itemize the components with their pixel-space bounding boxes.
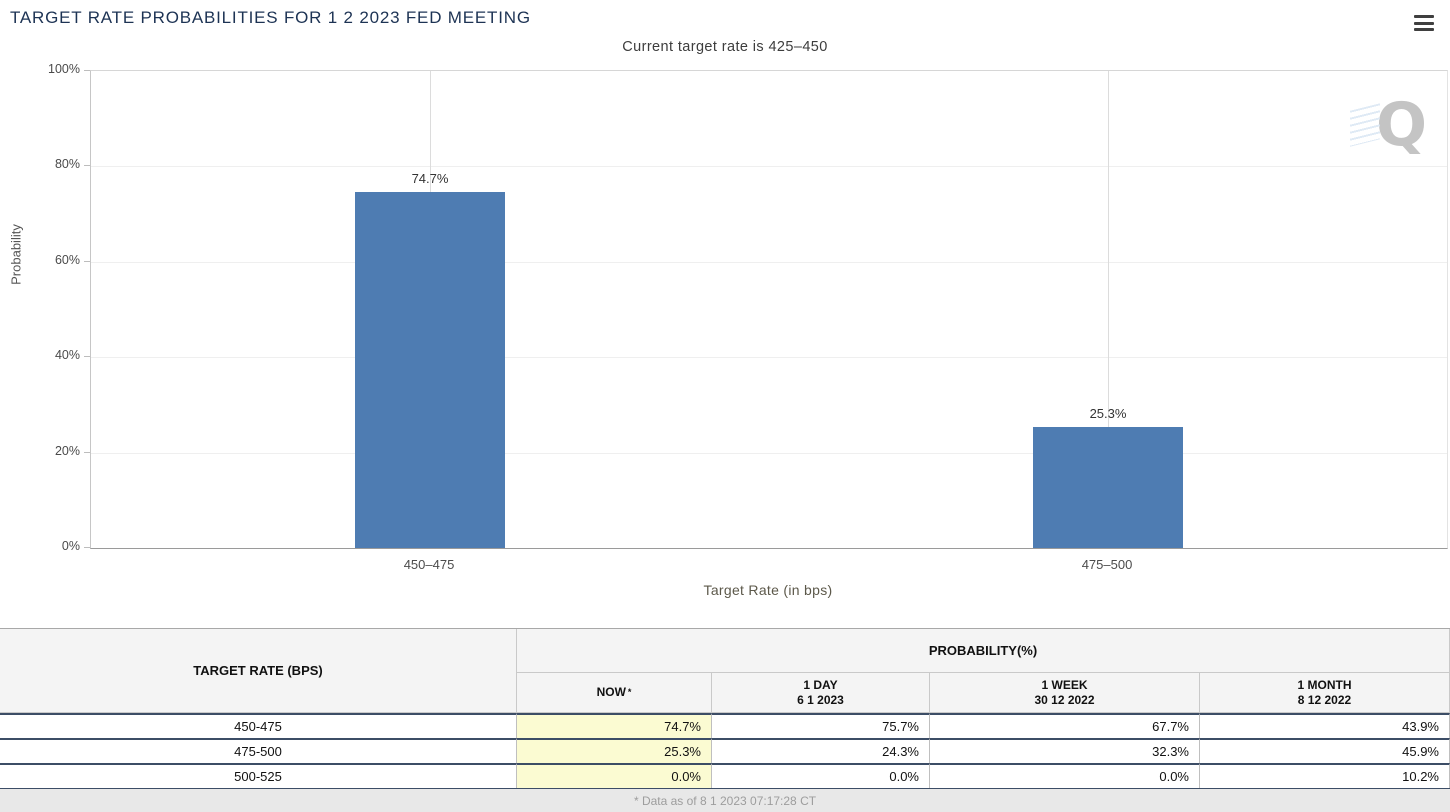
now-label: NOW [596,685,626,699]
cell-1day: 75.7% [712,713,930,738]
cell-now: 0.0% [517,763,712,788]
y-axis-ticks: Probability 0% 20% 40% 60% 80% 100% [0,0,90,620]
plot-area: Q 74.7% 25.3% [90,70,1448,549]
bar-value-label: 25.3% [1089,406,1127,421]
col-header-probability: PROBABILITY(%) [517,629,1450,673]
hamburger-bar [1414,15,1434,18]
cell-1month: 10.2% [1200,763,1450,788]
now-asterisk: * [627,687,632,697]
logo-stripes-icon [1349,103,1380,147]
y-tick-label: 20% [54,444,80,458]
col-header-target-rate: TARGET RATE (BPS) [0,629,517,713]
cell-rate: 450-475 [0,713,517,738]
x-category-label: 450–475 [403,557,455,572]
cell-rate: 475-500 [0,738,517,763]
col-header-1week: 1 WEEK 30 12 2022 [930,673,1200,713]
v-gridline [1108,71,1109,548]
hamburger-bar [1414,21,1434,25]
h-gridline [91,166,1447,167]
y-tick-mark [84,547,90,548]
cell-1month: 43.9% [1200,713,1450,738]
period-label: 1 MONTH [1297,677,1352,692]
h-gridline [91,357,1447,358]
chart-bar[interactable] [1033,427,1183,548]
cell-1week: 67.7% [930,713,1200,738]
x-category-label: 475–500 [1081,557,1133,572]
data-as-of-note: * Data as of 8 1 2023 07:17:28 CT [0,789,1450,812]
period-date: 6 1 2023 [797,692,844,707]
y-tick-mark [84,165,90,166]
col-header-1day: 1 DAY 6 1 2023 [712,673,930,713]
chart-bar[interactable] [355,192,505,548]
period-label: 1 WEEK [1041,677,1088,692]
logo-q-icon: Q [1375,90,1427,160]
cell-1month: 45.9% [1200,738,1450,763]
y-tick-mark [84,452,90,453]
quikstrike-logo: Q [1349,90,1427,160]
col-header-now: NOW * [517,673,712,713]
x-axis-title: Target Rate (in bps) [703,582,833,598]
hamburger-bar [1414,28,1434,31]
cell-1week: 32.3% [930,738,1200,763]
period-date: 30 12 2022 [1034,692,1095,707]
col-header-1month: 1 MONTH 8 12 2022 [1200,673,1450,713]
hamburger-menu-icon[interactable] [1414,15,1434,31]
y-tick-mark [84,261,90,262]
cell-now: 25.3% [517,738,712,763]
y-tick-label: 0% [61,539,80,553]
y-tick-mark [84,356,90,357]
y-tick-label: 60% [54,253,80,267]
chart-subtitle: Current target rate is 425–450 [622,39,828,55]
cell-1day: 24.3% [712,738,930,763]
cell-now: 74.7% [517,713,712,738]
cell-1week: 0.0% [930,763,1200,788]
cell-1day: 0.0% [712,763,930,788]
bar-value-label: 74.7% [411,171,449,186]
y-tick-mark [84,70,90,71]
probability-table: TARGET RATE (BPS) PROBABILITY(%) NOW * 1 … [0,628,1450,790]
y-tick-label: 40% [54,348,80,362]
period-date: 8 12 2022 [1297,692,1352,707]
h-gridline [91,453,1447,454]
x-axis-labels: 450–475 475–500 [90,557,1446,577]
cell-rate: 500-525 [0,763,517,788]
h-gridline [91,262,1447,263]
page-title: TARGET RATE PROBABILITIES FOR 1 2 2023 F… [10,8,531,27]
y-tick-label: 80% [54,157,80,171]
y-tick-label: 100% [48,62,80,76]
period-label: 1 DAY [803,677,838,692]
